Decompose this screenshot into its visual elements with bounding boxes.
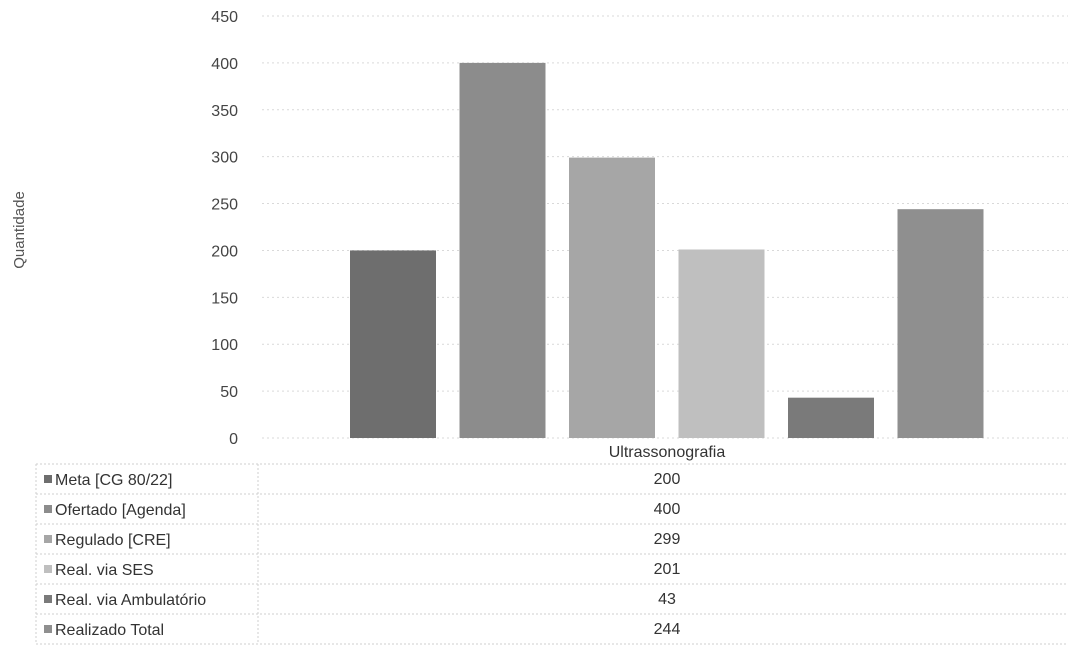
legend-swatch	[44, 535, 52, 543]
y-tick-label: 50	[220, 384, 238, 401]
legend-entry: Meta [CG 80/22]	[55, 472, 172, 489]
data-label: 201	[654, 561, 681, 578]
y-axis-label: Quantidade	[11, 191, 28, 269]
y-tick-label: 350	[211, 103, 238, 120]
legend-entry: Ofertado [Agenda]	[55, 502, 186, 519]
legend-swatch	[44, 565, 52, 573]
bar	[350, 250, 436, 438]
bar	[788, 397, 874, 438]
legend-entry: Real. via Ambulatório	[55, 592, 206, 609]
bars	[350, 62, 984, 439]
y-tick-label: 150	[211, 290, 238, 307]
legend-entry: Regulado [CRE]	[55, 532, 171, 549]
bar	[459, 62, 546, 439]
legend-entry: Realizado Total	[55, 622, 164, 639]
category-label: Ultrassonografia	[609, 444, 726, 461]
bar	[678, 249, 765, 438]
legend-swatch	[44, 475, 52, 483]
data-label: 400	[654, 501, 681, 518]
y-tick-label: 400	[211, 56, 238, 73]
y-tick-label: 100	[211, 337, 238, 354]
bar	[569, 157, 655, 439]
y-tick-label: 250	[211, 197, 238, 214]
data-label: 43	[658, 591, 676, 608]
legend-entry: Real. via SES	[55, 562, 154, 579]
legend-swatch	[44, 625, 52, 633]
data-table: Meta [CG 80/22] 200 Ofertado [Agenda] 400 Re…	[35, 463, 1068, 645]
data-label: 200	[654, 471, 681, 488]
bar	[897, 209, 984, 438]
y-tick-label: 200	[211, 243, 238, 260]
legend-swatch	[44, 595, 52, 603]
y-tick-label: 450	[211, 9, 238, 26]
legend-swatch	[44, 505, 52, 513]
data-label: 299	[654, 531, 681, 548]
y-tick-label: 300	[211, 150, 238, 167]
data-label: 244	[654, 621, 681, 638]
y-axis-ticks: 0 50 100 150 200 250 300 350 400 450	[211, 9, 238, 448]
y-tick-label: 0	[229, 431, 238, 448]
